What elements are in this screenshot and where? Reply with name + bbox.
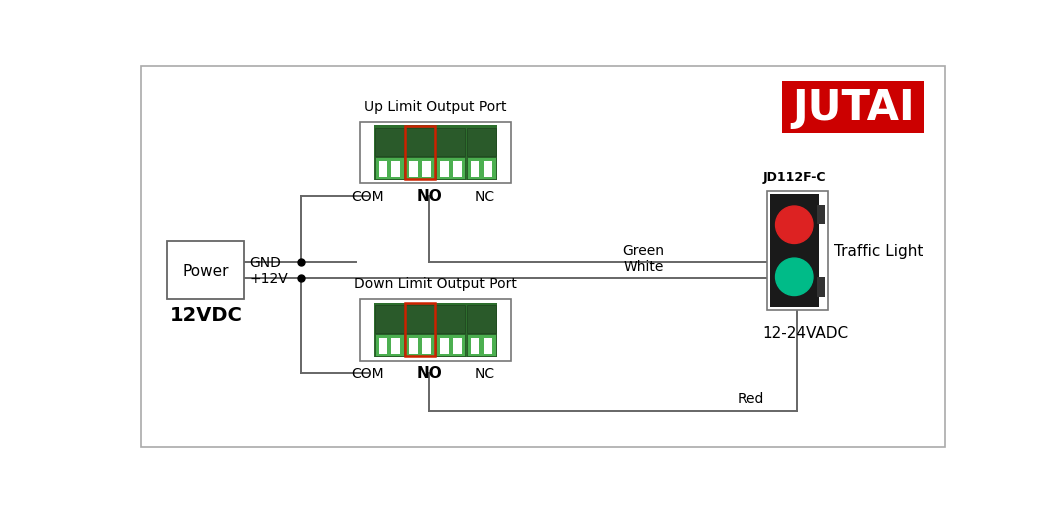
Bar xyxy=(391,162,400,178)
Bar xyxy=(440,338,448,355)
Bar xyxy=(467,158,496,180)
Text: 12-24VADC: 12-24VADC xyxy=(762,325,848,340)
Bar xyxy=(405,158,435,180)
Text: Traffic Light: Traffic Light xyxy=(834,244,923,259)
Bar xyxy=(167,242,245,299)
Bar xyxy=(483,162,493,178)
Text: COM: COM xyxy=(352,189,384,203)
Text: JD112F-C: JD112F-C xyxy=(762,171,826,184)
Bar xyxy=(378,162,387,178)
Bar xyxy=(782,82,924,134)
Bar xyxy=(405,128,435,157)
Bar xyxy=(374,303,497,357)
Bar xyxy=(360,123,511,184)
Bar xyxy=(437,305,465,333)
Bar xyxy=(360,299,511,361)
Bar xyxy=(437,158,465,180)
Bar xyxy=(467,128,496,157)
Bar xyxy=(405,305,435,333)
Bar xyxy=(453,338,461,355)
Bar xyxy=(437,335,465,356)
Bar xyxy=(422,338,430,355)
Text: NC: NC xyxy=(475,189,495,203)
Bar xyxy=(374,158,404,180)
Bar xyxy=(422,162,430,178)
Bar xyxy=(483,338,493,355)
Bar xyxy=(467,335,496,356)
Bar xyxy=(766,192,828,311)
Bar xyxy=(467,305,496,333)
Text: Green: Green xyxy=(622,243,665,257)
Bar xyxy=(817,206,825,225)
Bar xyxy=(374,305,404,333)
Bar xyxy=(471,162,479,178)
Bar xyxy=(817,278,825,297)
Text: White: White xyxy=(623,259,664,273)
Text: NO: NO xyxy=(417,189,442,204)
Bar xyxy=(770,195,819,308)
Bar xyxy=(437,128,465,157)
Circle shape xyxy=(776,259,813,296)
Text: NC: NC xyxy=(475,366,495,380)
Bar xyxy=(471,338,479,355)
Text: 12VDC: 12VDC xyxy=(170,305,243,324)
Text: JUTAI: JUTAI xyxy=(792,87,915,129)
Text: Up Limit Output Port: Up Limit Output Port xyxy=(365,100,507,114)
Text: COM: COM xyxy=(352,366,384,380)
Text: Down Limit Output Port: Down Limit Output Port xyxy=(354,277,517,291)
Bar xyxy=(378,338,387,355)
Bar xyxy=(374,126,497,180)
Circle shape xyxy=(776,207,813,244)
Bar xyxy=(405,303,436,357)
Bar xyxy=(405,335,435,356)
Bar xyxy=(453,162,461,178)
Bar xyxy=(391,338,400,355)
Text: +12V: +12V xyxy=(249,272,288,286)
Bar xyxy=(374,335,404,356)
Bar xyxy=(374,128,404,157)
Text: Red: Red xyxy=(738,391,764,405)
Bar xyxy=(409,162,418,178)
Text: Power: Power xyxy=(182,263,229,278)
Bar xyxy=(405,127,436,180)
Text: NO: NO xyxy=(417,365,442,381)
Bar xyxy=(409,338,418,355)
Text: GND: GND xyxy=(249,256,281,269)
Bar xyxy=(440,162,448,178)
